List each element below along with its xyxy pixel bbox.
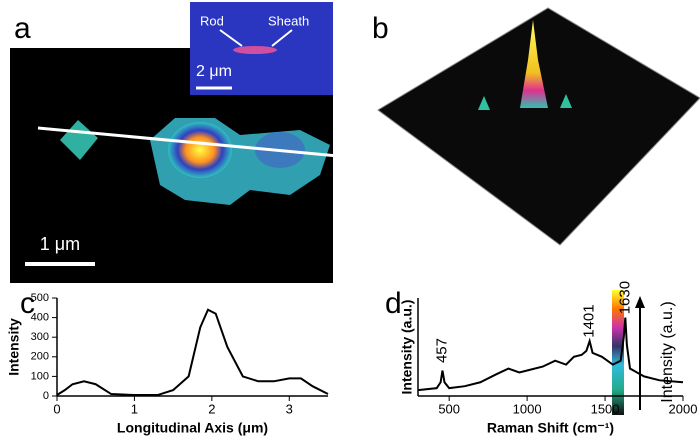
panel-label: b <box>372 12 389 45</box>
peak-label: 457 <box>433 338 450 363</box>
profile-line <box>37 126 403 164</box>
peak <box>520 20 548 108</box>
scale-bar <box>479 238 529 264</box>
arrow <box>219 29 243 47</box>
panel-a: a 1 μm Rod Sheath 2 μm <box>10 2 403 283</box>
y-axis-label: Intensity (a.u.) <box>399 300 415 395</box>
scale-label: 2 μm <box>196 63 232 80</box>
x-axis-label: Raman Shift (cm⁻¹) <box>487 420 614 436</box>
scale-label: 2 μm <box>476 209 521 243</box>
panel-label: a <box>14 12 31 45</box>
rod <box>233 46 277 54</box>
y-tick-label: 200 <box>31 351 49 363</box>
x-tick-label: 1000 <box>513 401 542 416</box>
line <box>417 317 684 392</box>
arrow <box>271 29 293 47</box>
y-tick-label: 300 <box>31 331 49 343</box>
peak <box>478 96 490 110</box>
inset-label: Rod <box>200 13 224 28</box>
y-tick-label: 500 <box>31 292 49 304</box>
panel-label: d <box>385 287 402 320</box>
inset-label: Sheath <box>268 13 309 28</box>
peak-label: 1630 <box>616 281 633 314</box>
peak-label: 1401 <box>581 304 598 337</box>
panel-b: b 2 μm Intensity (a.u.) <box>372 7 700 415</box>
blob <box>168 122 232 178</box>
y-tick-label: 0 <box>43 390 49 402</box>
arrowhead <box>635 296 645 308</box>
y-tick-label: 100 <box>31 370 49 382</box>
x-tick-label: 1 <box>131 401 138 416</box>
x-tick-label: 3 <box>286 401 293 416</box>
line <box>56 308 329 397</box>
x-tick-label: 2000 <box>669 401 698 416</box>
y-tick-label: 400 <box>31 312 49 324</box>
surface <box>377 7 700 246</box>
panel-label: c <box>20 287 35 320</box>
colorbar-label: Intensity (a.u.) <box>659 301 676 402</box>
x-axis-label: Longitudinal Axis (μm) <box>117 420 268 436</box>
y-axis-label: Intensity <box>6 318 22 376</box>
scale-label: 1 μm <box>40 234 80 254</box>
x-tick-label: 500 <box>438 401 460 416</box>
peak <box>560 94 572 108</box>
x-tick-label: 1500 <box>591 401 620 416</box>
x-tick-label: 2 <box>208 401 215 416</box>
x-tick-label: 0 <box>53 401 60 416</box>
colorbar <box>612 290 624 415</box>
